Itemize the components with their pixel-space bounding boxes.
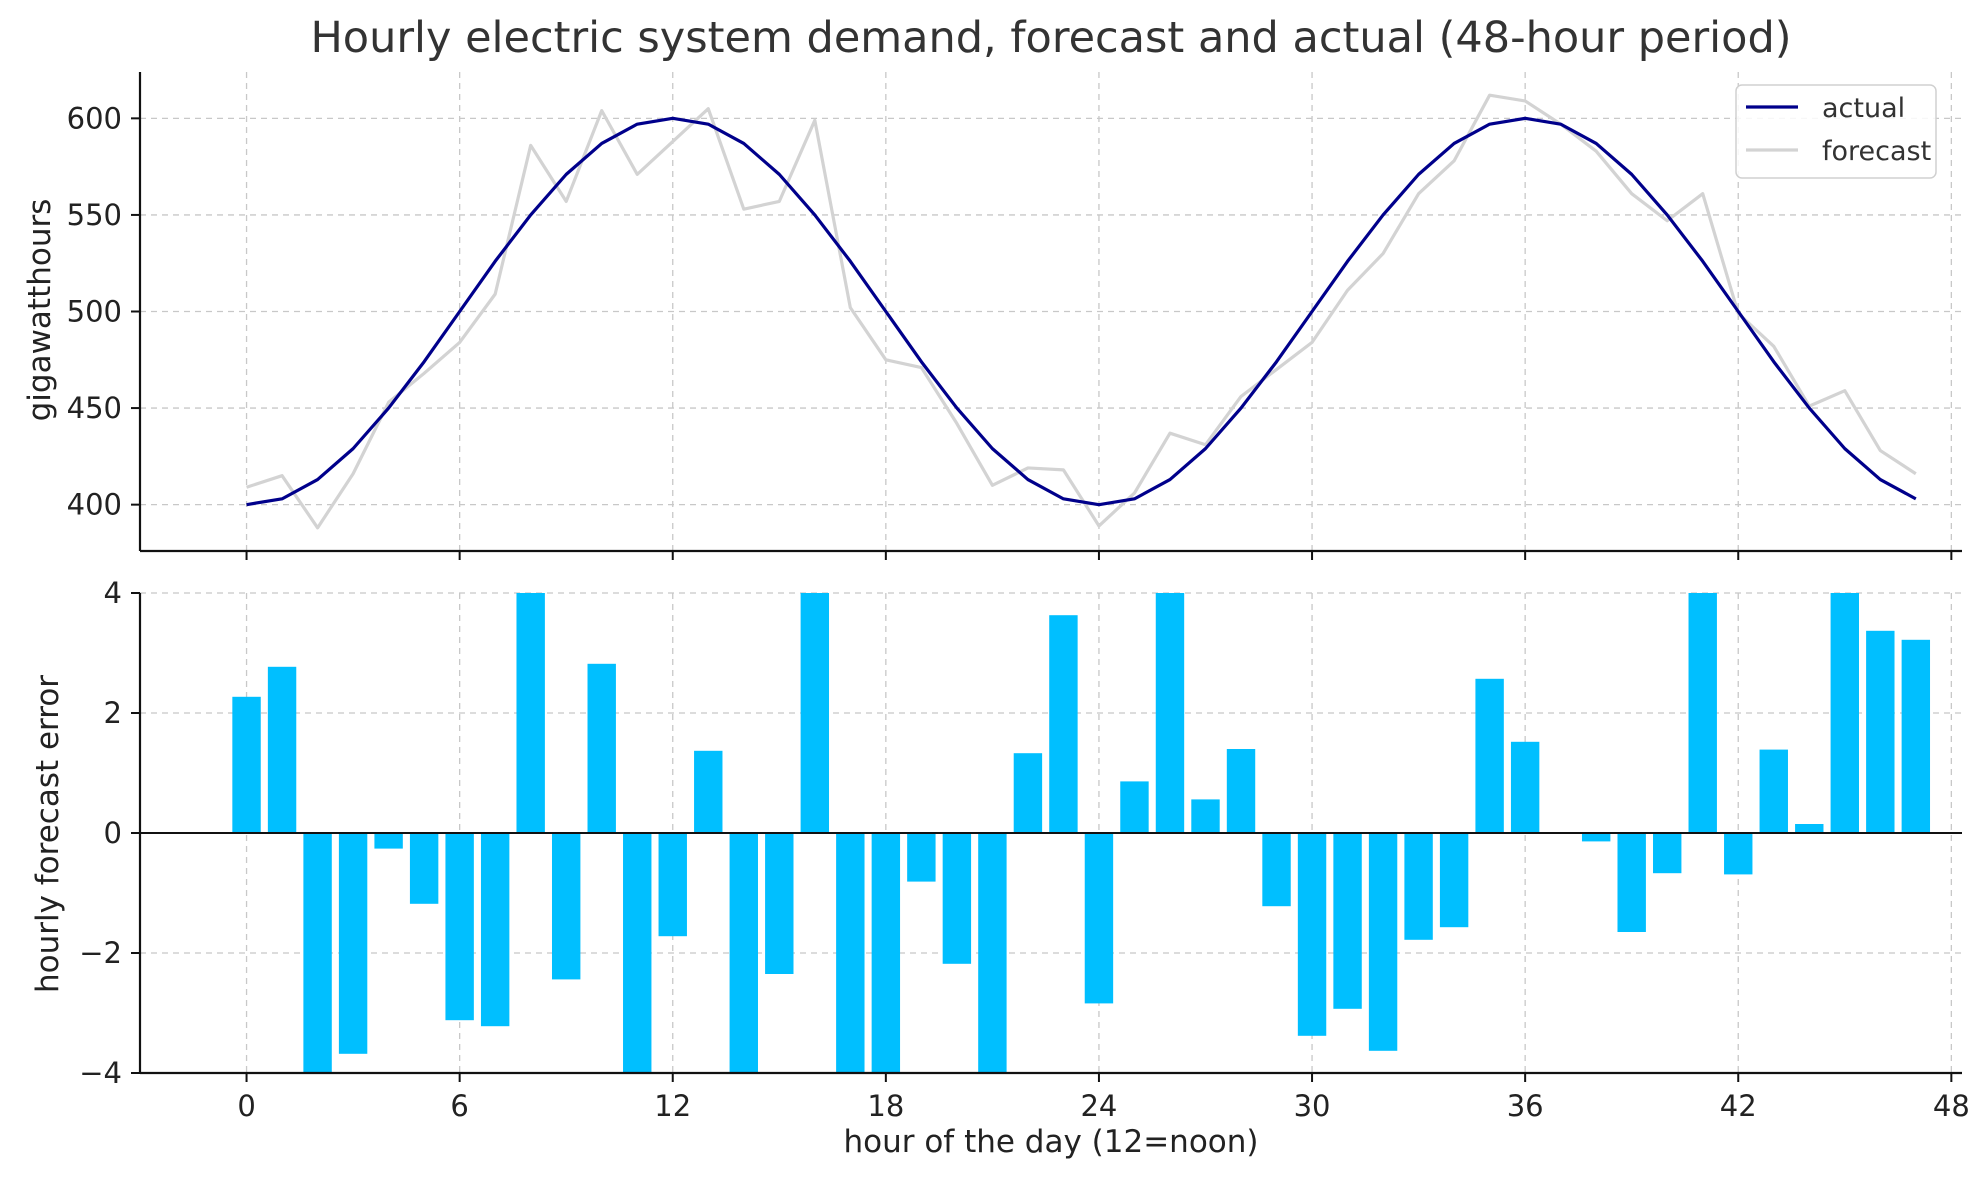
x-tick-label: 0 bbox=[237, 1089, 255, 1123]
error-bar bbox=[338, 833, 368, 1054]
x-tick-label: 30 bbox=[1294, 1089, 1331, 1123]
demand-panel: 400 450 500 550 600 gigawatthours actual for… bbox=[22, 72, 1962, 560]
error-bar bbox=[1297, 833, 1327, 1036]
error-bar bbox=[907, 833, 936, 882]
error-bar bbox=[1226, 749, 1256, 833]
error-bar bbox=[765, 833, 794, 974]
x-tick-label: 42 bbox=[1720, 1089, 1757, 1123]
series-line-actual bbox=[246, 116, 1917, 507]
error-bar bbox=[1759, 749, 1788, 833]
error-bar bbox=[694, 750, 723, 833]
x-tick-label: 18 bbox=[867, 1089, 904, 1123]
legend-label-forecast: forecast bbox=[1822, 136, 1931, 167]
error-bar bbox=[374, 833, 403, 849]
error-bar bbox=[516, 593, 545, 833]
error-bar bbox=[303, 833, 332, 1073]
error-bar bbox=[871, 833, 901, 1073]
error-bar bbox=[1475, 678, 1504, 833]
error-bar bbox=[623, 833, 652, 1073]
error-bar bbox=[729, 833, 758, 1073]
error-y-axis-label: hourly forecast error bbox=[30, 675, 66, 993]
error-y-tick-label: 2 bbox=[104, 696, 122, 730]
error-bar bbox=[1866, 630, 1895, 833]
demand-y-tick-label: 450 bbox=[67, 391, 122, 425]
demand-y-axis-label: gigawatthours bbox=[22, 199, 58, 422]
error-bar bbox=[1901, 639, 1931, 833]
error-bar bbox=[1262, 833, 1291, 907]
demand-grid bbox=[140, 72, 1962, 551]
error-bar bbox=[942, 833, 972, 964]
demand-y-tick-label: 550 bbox=[67, 198, 122, 232]
error-bar bbox=[1688, 593, 1717, 833]
error-bar bbox=[836, 833, 865, 1073]
error-bar bbox=[978, 833, 1007, 1073]
error-bar bbox=[1724, 833, 1753, 875]
x-tick-label: 48 bbox=[1933, 1089, 1970, 1123]
error-bar bbox=[1581, 833, 1611, 842]
legend: actual forecast bbox=[1735, 84, 1937, 179]
demand-axes: 400 450 500 550 600 bbox=[67, 72, 1962, 560]
error-bar bbox=[409, 833, 439, 904]
error-bar bbox=[1830, 593, 1859, 833]
error-bar bbox=[267, 666, 297, 833]
error-bar bbox=[1120, 781, 1149, 833]
error-y-tick-label: −4 bbox=[79, 1056, 122, 1090]
x-tick-label: 12 bbox=[654, 1089, 691, 1123]
error-y-tick-label: 0 bbox=[104, 816, 122, 850]
error-bar bbox=[1404, 833, 1433, 940]
error-bar bbox=[1013, 753, 1043, 833]
x-tick-label: 24 bbox=[1080, 1089, 1117, 1123]
error-bar bbox=[1617, 833, 1646, 932]
x-tick-label: 36 bbox=[1507, 1089, 1544, 1123]
error-bar bbox=[1191, 799, 1220, 833]
demand-y-tick-label: 400 bbox=[67, 488, 122, 522]
error-bar bbox=[1155, 593, 1185, 833]
error-y-tick-label: −2 bbox=[79, 936, 122, 970]
error-bar bbox=[1049, 615, 1078, 833]
error-y-tick-label: 4 bbox=[104, 576, 122, 610]
error-bar bbox=[551, 833, 581, 980]
error-bar bbox=[1368, 833, 1398, 1051]
error-bar bbox=[587, 663, 616, 833]
legend-label-actual: actual bbox=[1822, 93, 1905, 124]
x-axis-label: hour of the day (12=noon) bbox=[843, 1124, 1258, 1160]
error-bar bbox=[1333, 833, 1362, 1009]
series-line-forecast bbox=[246, 93, 1917, 530]
error-bar bbox=[658, 833, 687, 937]
error-bar bbox=[1653, 833, 1682, 874]
error-bar bbox=[445, 833, 474, 1021]
chart-title: Hourly electric system demand, forecast … bbox=[310, 13, 1791, 63]
error-bar bbox=[1795, 824, 1824, 833]
error-bars bbox=[232, 593, 1931, 1073]
error-bar bbox=[800, 593, 830, 833]
error-bar bbox=[480, 833, 510, 1027]
x-tick-label: 6 bbox=[450, 1089, 468, 1123]
error-bar bbox=[1084, 833, 1114, 1004]
error-bar bbox=[1510, 741, 1540, 833]
demand-y-tick-label: 500 bbox=[67, 295, 122, 329]
demand-lines bbox=[246, 93, 1917, 530]
error-bar bbox=[232, 696, 261, 833]
error-bar bbox=[1439, 833, 1469, 928]
demand-y-tick-label: 600 bbox=[67, 101, 122, 135]
